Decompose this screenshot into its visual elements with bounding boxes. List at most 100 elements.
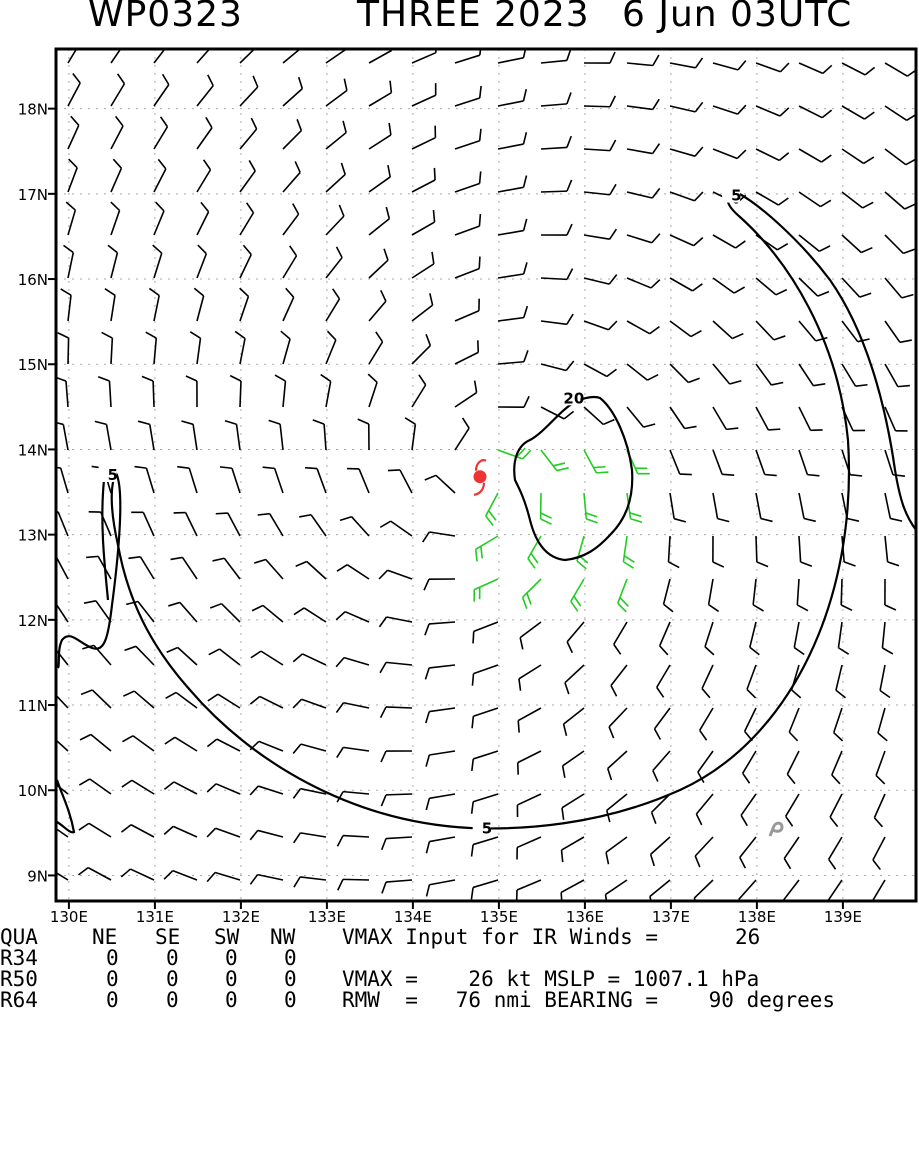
wind-barb bbox=[61, 289, 71, 321]
wind-barb bbox=[283, 288, 294, 321]
wind-barb bbox=[740, 837, 756, 868]
wind-barb bbox=[498, 350, 528, 364]
wind-barb bbox=[584, 140, 616, 151]
wind-barb bbox=[584, 96, 615, 107]
wind-barb bbox=[164, 782, 197, 794]
lat-tick-label: 13N bbox=[18, 527, 48, 545]
contour-5-southwest bbox=[57, 780, 74, 832]
wind-barb bbox=[283, 119, 301, 149]
wind-barb bbox=[842, 364, 868, 386]
wind-barb bbox=[876, 751, 885, 784]
wind-barb bbox=[562, 794, 584, 820]
info-row-r50: R50 0 0 0 0 VMAX = 26 kt MSLP = 1007.1 h… bbox=[0, 968, 51, 990]
wind-barb bbox=[153, 245, 162, 278]
wind-barb bbox=[584, 493, 598, 523]
wind-barb bbox=[412, 293, 433, 321]
wind-barb bbox=[541, 269, 573, 280]
wind-barb bbox=[885, 63, 917, 76]
wind-barb bbox=[885, 536, 899, 566]
wind-barb bbox=[123, 691, 154, 708]
wind-barb bbox=[747, 665, 756, 698]
wind-barb bbox=[337, 836, 369, 847]
r64-sw: 0 bbox=[225, 989, 238, 1011]
contour-label: 20 bbox=[563, 389, 584, 407]
wind-barb bbox=[623, 536, 634, 568]
wind-barb bbox=[425, 622, 455, 635]
lat-tick-label: 17N bbox=[18, 186, 48, 204]
wind-barb bbox=[842, 63, 875, 75]
wind-barb bbox=[336, 612, 369, 622]
wind-barb bbox=[670, 407, 697, 429]
wind-barb bbox=[154, 202, 164, 235]
wind-barb bbox=[517, 794, 541, 817]
wind-barb bbox=[326, 121, 346, 149]
wind-barb bbox=[660, 622, 670, 655]
wind-barb bbox=[784, 837, 799, 869]
wind-barb bbox=[799, 364, 825, 386]
wind-barb bbox=[471, 880, 498, 899]
wind-barb bbox=[412, 375, 426, 407]
lat-tick-label: 12N bbox=[18, 612, 48, 630]
wind-barb bbox=[207, 828, 240, 837]
wind-barb bbox=[565, 665, 584, 694]
wind-barb bbox=[412, 334, 430, 364]
wind-barb bbox=[713, 149, 746, 158]
wind-barb bbox=[369, 290, 386, 321]
r64-nw: 0 bbox=[284, 989, 297, 1011]
wind-barb bbox=[79, 779, 111, 794]
wind-barb bbox=[186, 376, 197, 407]
wind-barb bbox=[618, 579, 629, 612]
wind-barb bbox=[605, 880, 627, 906]
wind-barb bbox=[337, 565, 369, 579]
wind-barb bbox=[713, 321, 743, 338]
wind-barb bbox=[240, 245, 251, 278]
wind-barb bbox=[541, 93, 571, 106]
wind-barb bbox=[455, 381, 477, 407]
wind-barb bbox=[207, 873, 240, 882]
wind-barb bbox=[455, 340, 478, 364]
wind-barb bbox=[369, 165, 390, 192]
wind-barb bbox=[166, 692, 197, 708]
wind-barb bbox=[577, 536, 588, 569]
wind-barb bbox=[695, 837, 713, 867]
wind-barb bbox=[885, 364, 910, 387]
wind-barb bbox=[426, 708, 455, 723]
wind-barb bbox=[799, 450, 819, 476]
wind-barb bbox=[240, 118, 257, 149]
lon-tick-label: 139E bbox=[824, 908, 862, 924]
wind-barb bbox=[838, 622, 848, 654]
wind-barb bbox=[523, 579, 541, 609]
wind-barb bbox=[38, 733, 68, 751]
wind-barb bbox=[842, 149, 874, 163]
wind-barb bbox=[293, 744, 326, 753]
wind-barb bbox=[455, 171, 481, 192]
wind-barb bbox=[880, 665, 890, 698]
wind-barb bbox=[455, 257, 480, 278]
wind-barb bbox=[541, 49, 571, 63]
wind-barb bbox=[197, 160, 210, 192]
wind-barb bbox=[517, 880, 541, 902]
wind-barb bbox=[68, 116, 79, 149]
wind-barb bbox=[799, 536, 812, 566]
r34-label: R34 bbox=[0, 947, 38, 969]
lat-tick-label: 18N bbox=[18, 101, 48, 119]
wind-barb bbox=[498, 262, 527, 278]
r34-nw: 0 bbox=[284, 947, 297, 969]
wind-barb bbox=[627, 234, 660, 243]
wind-barb bbox=[220, 467, 240, 493]
wind-barb bbox=[498, 306, 527, 321]
wind-barb bbox=[225, 421, 240, 450]
wind-barb bbox=[326, 247, 342, 278]
wind-barb bbox=[713, 493, 729, 522]
wind-barb bbox=[412, 41, 436, 63]
wind-barb bbox=[108, 245, 117, 278]
wind-barb bbox=[694, 880, 713, 909]
wind-barb bbox=[455, 86, 481, 106]
wind-barb bbox=[321, 375, 331, 407]
wind-barb bbox=[609, 708, 627, 738]
wind-barb bbox=[614, 622, 627, 654]
wind-barb bbox=[154, 74, 169, 106]
wind-barb bbox=[670, 147, 703, 156]
wind-barb bbox=[455, 43, 481, 63]
